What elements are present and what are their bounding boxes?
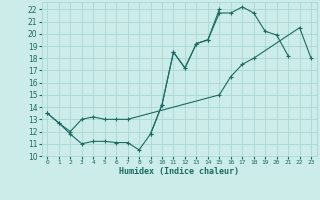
X-axis label: Humidex (Indice chaleur): Humidex (Indice chaleur) (119, 167, 239, 176)
